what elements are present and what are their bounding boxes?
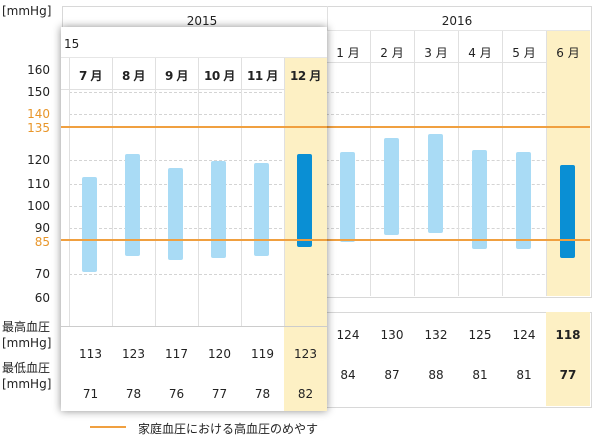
front-high-value-7: 113: [79, 347, 102, 361]
back-month-6[interactable]: 6 月: [556, 46, 580, 60]
front-low-value-11: 78: [254, 387, 271, 401]
y-tick-85: 85: [34, 235, 50, 249]
front-highlight-values: [284, 327, 327, 411]
front-high-value-10: 120: [208, 347, 231, 361]
front-chart-panel[interactable]: 15 7 月 113 71 8 月 123 78 9 月 117 76 10 月 120 77 11 月…: [61, 27, 327, 411]
y-tick-160: 160: [27, 63, 50, 77]
back-high-value-2: 130: [380, 328, 404, 342]
front-low-value-9: 76: [168, 387, 185, 401]
front-bar-12[interactable]: [297, 154, 312, 247]
back-high-value-3: 132: [424, 328, 448, 342]
y-tick-100: 100: [27, 199, 50, 213]
front-grid-column: [241, 58, 242, 326]
back-bar-5[interactable]: [516, 151, 531, 250]
back-year-separator: [327, 6, 328, 30]
front-bar-9[interactable]: [168, 167, 183, 261]
front-low-value-10: 77: [211, 387, 228, 401]
back-grid-column: [370, 31, 371, 296]
front-year-label: 15: [64, 37, 80, 51]
front-grid-column: [284, 58, 285, 326]
y-tick-60: 60: [34, 291, 50, 305]
front-header-bottom: [61, 89, 327, 90]
back-month-2[interactable]: 2 月: [380, 46, 404, 60]
front-month-7[interactable]: 7 月: [78, 69, 103, 83]
front-low-value-7: 71: [82, 387, 99, 401]
front-month-10[interactable]: 10 月: [204, 69, 235, 83]
back-grid-column: [502, 31, 503, 296]
back-month-3[interactable]: 3 月: [424, 46, 448, 60]
front-grid-column: [69, 58, 70, 326]
y-tick-70: 70: [34, 267, 50, 281]
front-low-value-12: 82: [297, 387, 314, 401]
back-high-value-6: 118: [555, 328, 581, 342]
front-month-11[interactable]: 11 月: [247, 69, 278, 83]
back-bar-2[interactable]: [384, 138, 399, 236]
y-tick-135: 135: [27, 121, 50, 135]
back-bar-6[interactable]: [560, 165, 575, 259]
back-bar-4[interactable]: [472, 149, 487, 250]
front-high-value-8: 123: [122, 347, 145, 361]
front-reference-line-85: [61, 239, 327, 241]
legend-reference-line: [90, 426, 126, 428]
legend-label: 家庭血圧における高血圧のめやす: [138, 422, 319, 436]
front-grid-column: [112, 58, 113, 326]
back-year-2016: 2016: [441, 14, 473, 28]
front-low-value-8: 78: [125, 387, 142, 401]
front-month-12[interactable]: 12 月: [290, 69, 321, 83]
front-high-value-9: 117: [165, 347, 188, 361]
y-tick-140: 140: [27, 107, 50, 121]
back-month-1[interactable]: 1 月: [336, 46, 360, 60]
back-high-value-5: 124: [512, 328, 536, 342]
back-grid-column: [546, 31, 547, 296]
y-tick-150: 150: [27, 85, 50, 99]
y-tick-90: 90: [34, 221, 50, 235]
back-high-value-1: 124: [336, 328, 360, 342]
back-highlight-values: [546, 312, 590, 406]
back-low-value-6: 77: [559, 368, 577, 382]
back-month-5[interactable]: 5 月: [512, 46, 536, 60]
front-month-9[interactable]: 9 月: [164, 69, 189, 83]
back-grid-column: [414, 31, 415, 296]
low-row-unit: [mmHg]: [2, 377, 52, 391]
back-low-value-4: 81: [472, 368, 488, 382]
low-row-title: 最低血圧: [2, 361, 51, 375]
back-low-value-2: 87: [384, 368, 400, 382]
front-header-top: [61, 57, 327, 58]
back-month-4[interactable]: 4 月: [468, 46, 492, 60]
back-low-value-1: 84: [340, 368, 356, 382]
front-reference-line-135: [61, 126, 327, 128]
back-bar-3[interactable]: [428, 133, 443, 234]
front-divider: [61, 326, 327, 327]
front-grid-column: [155, 58, 156, 326]
back-year-2015: 2015: [186, 14, 218, 28]
front-bar-10[interactable]: [211, 160, 226, 259]
back-high-value-4: 125: [468, 328, 492, 342]
y-tick-120: 120: [27, 153, 50, 167]
y-tick-110: 110: [27, 177, 50, 191]
back-grid-column: [458, 31, 459, 296]
back-low-value-5: 81: [516, 368, 532, 382]
high-row-title: 最高血圧: [2, 320, 51, 334]
front-bar-11[interactable]: [254, 163, 269, 256]
front-high-value-11: 119: [251, 347, 274, 361]
front-high-value-12: 123: [294, 347, 317, 361]
back-bar-1[interactable]: [340, 151, 355, 243]
back-low-value-3: 88: [428, 368, 444, 382]
y-axis-unit: [mmHg]: [2, 4, 52, 18]
front-grid-column: [198, 58, 199, 326]
front-month-8[interactable]: 8 月: [121, 69, 146, 83]
front-bar-8[interactable]: [125, 154, 140, 256]
front-bar-7[interactable]: [82, 176, 97, 272]
high-row-unit: [mmHg]: [2, 336, 52, 350]
